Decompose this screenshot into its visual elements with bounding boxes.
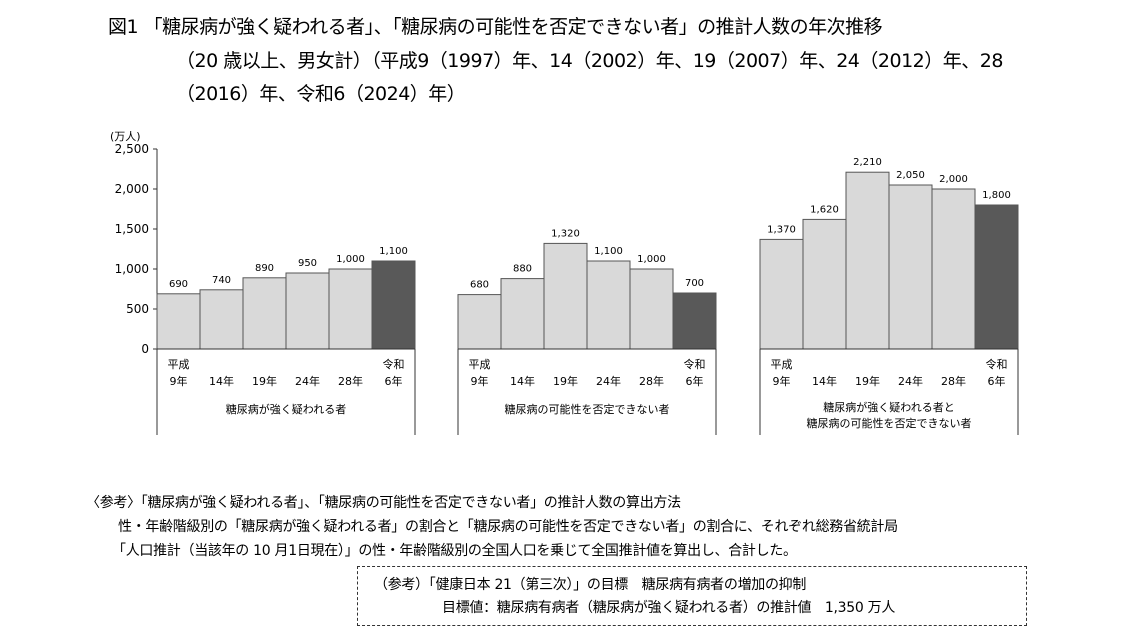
data-label: 1,620 [810,204,839,215]
data-label: 1,000 [637,254,666,265]
group-label: 糖尿病が強く疑われる者と [823,400,954,414]
category-label: 24年 [295,374,320,388]
bar [543,242,588,350]
category-label: 14年 [209,374,234,388]
category-label-era: 平成 [469,358,491,371]
data-label: 1,100 [594,246,623,257]
y-tick-label: 2,500 [115,142,149,156]
group-label: 糖尿病が強く疑われる者 [226,402,346,416]
bar [802,218,847,350]
bar [328,268,373,350]
bar [672,292,717,350]
reference-target: 目標値：糖尿病有病者（糖尿病が強く疑われる者）の推計値 1,350 万人 [442,600,896,616]
category-label-era: 平成 [771,358,793,371]
bar [629,268,674,350]
group-label: 糖尿病の可能性を否定できない者 [505,402,670,416]
bar [500,278,545,350]
category-label: 19年 [252,374,277,388]
data-label: 1,320 [551,228,580,239]
data-label: 1,370 [767,224,796,235]
data-label: 680 [470,280,489,291]
bar [156,293,201,350]
bar-chart: (万人) 0 500 1,000 1,500 2,000 2,500 690 平成 9年 740 14… [110,130,1019,435]
category-label: 9年 [471,374,489,388]
y-tick-label: 2,000 [115,182,149,196]
data-label: 950 [298,258,317,269]
bar [199,289,244,350]
data-label: 740 [212,275,231,286]
category-label-era: 令和 [684,357,706,371]
category-label-era: 令和 [383,357,405,371]
category-label: 28年 [941,374,966,388]
method-text-cont: 「人口推計（当該年の 10 月1日現在）」の性・年齢階級別の全国人口を乗じて全国… [112,543,797,559]
data-label: 690 [169,279,188,290]
category-label: 19年 [855,374,880,388]
bar [586,260,631,350]
category-label: 19年 [553,374,578,388]
data-label: 2,210 [853,157,882,168]
figure-title: 図1 「糖尿病が強く疑われる者」、「糖尿病の可能性を否定できない者」の推計人数の… [108,16,883,38]
data-label: 2,050 [896,170,925,181]
data-label: 880 [513,264,532,275]
reference-goal: （参考）「健康日本 21（第三次）」の目標 糖尿病有病者の増加の抑制 [374,577,807,593]
data-label: 1,800 [982,190,1011,201]
bar [759,238,804,350]
category-label-era: 令和 [986,357,1008,371]
reference-box: （参考）「健康日本 21（第三次）」の目標 糖尿病有病者の増加の抑制 目標値：糖… [357,566,1027,626]
category-label: 9年 [773,374,791,388]
category-label: 14年 [510,374,535,388]
category-label: 14年 [812,374,837,388]
data-label: 890 [255,263,274,274]
category-label: 6年 [988,374,1006,388]
data-label: 1,000 [336,254,365,265]
category-label: 9年 [170,374,188,388]
y-tick-label: 0 [141,342,149,356]
method-text: 性・年齢階級別の「糖尿病が強く疑われる者」の割合と「糖尿病の可能性を否定できない… [118,519,898,535]
figure-subtitle: （20 歳以上、男女計）（平成9（1997）年、14（2002）年、19（200… [176,50,1003,72]
category-label: 28年 [639,374,664,388]
method-heading: 〈参考〉「糖尿病が強く疑われる者」、「糖尿病の可能性を否定できない者」の推計人数… [86,495,681,511]
data-label: 1,100 [379,246,408,257]
y-tick-label: 1,000 [115,262,149,276]
category-label-era: 平成 [168,358,190,371]
bar [931,188,976,350]
figure-subtitle-cont: （2016）年、令和6（2024）年） [176,83,466,105]
bar [457,294,502,350]
group-label: 糖尿病の可能性を否定できない者 [807,416,972,430]
category-label: 6年 [385,374,403,388]
category-label: 28年 [338,374,363,388]
unit-label: (万人) [110,130,141,143]
category-label: 6年 [686,374,704,388]
bar [845,171,890,350]
bar [888,184,933,350]
category-label: 24年 [898,374,923,388]
bar [242,277,287,350]
category-label: 24年 [596,374,621,388]
bar [371,260,416,350]
y-tick-label: 500 [126,302,149,316]
bar [974,204,1019,350]
bar [285,272,330,350]
y-tick-label: 1,500 [115,222,149,236]
data-label: 700 [685,278,704,289]
data-label: 2,000 [939,174,968,185]
